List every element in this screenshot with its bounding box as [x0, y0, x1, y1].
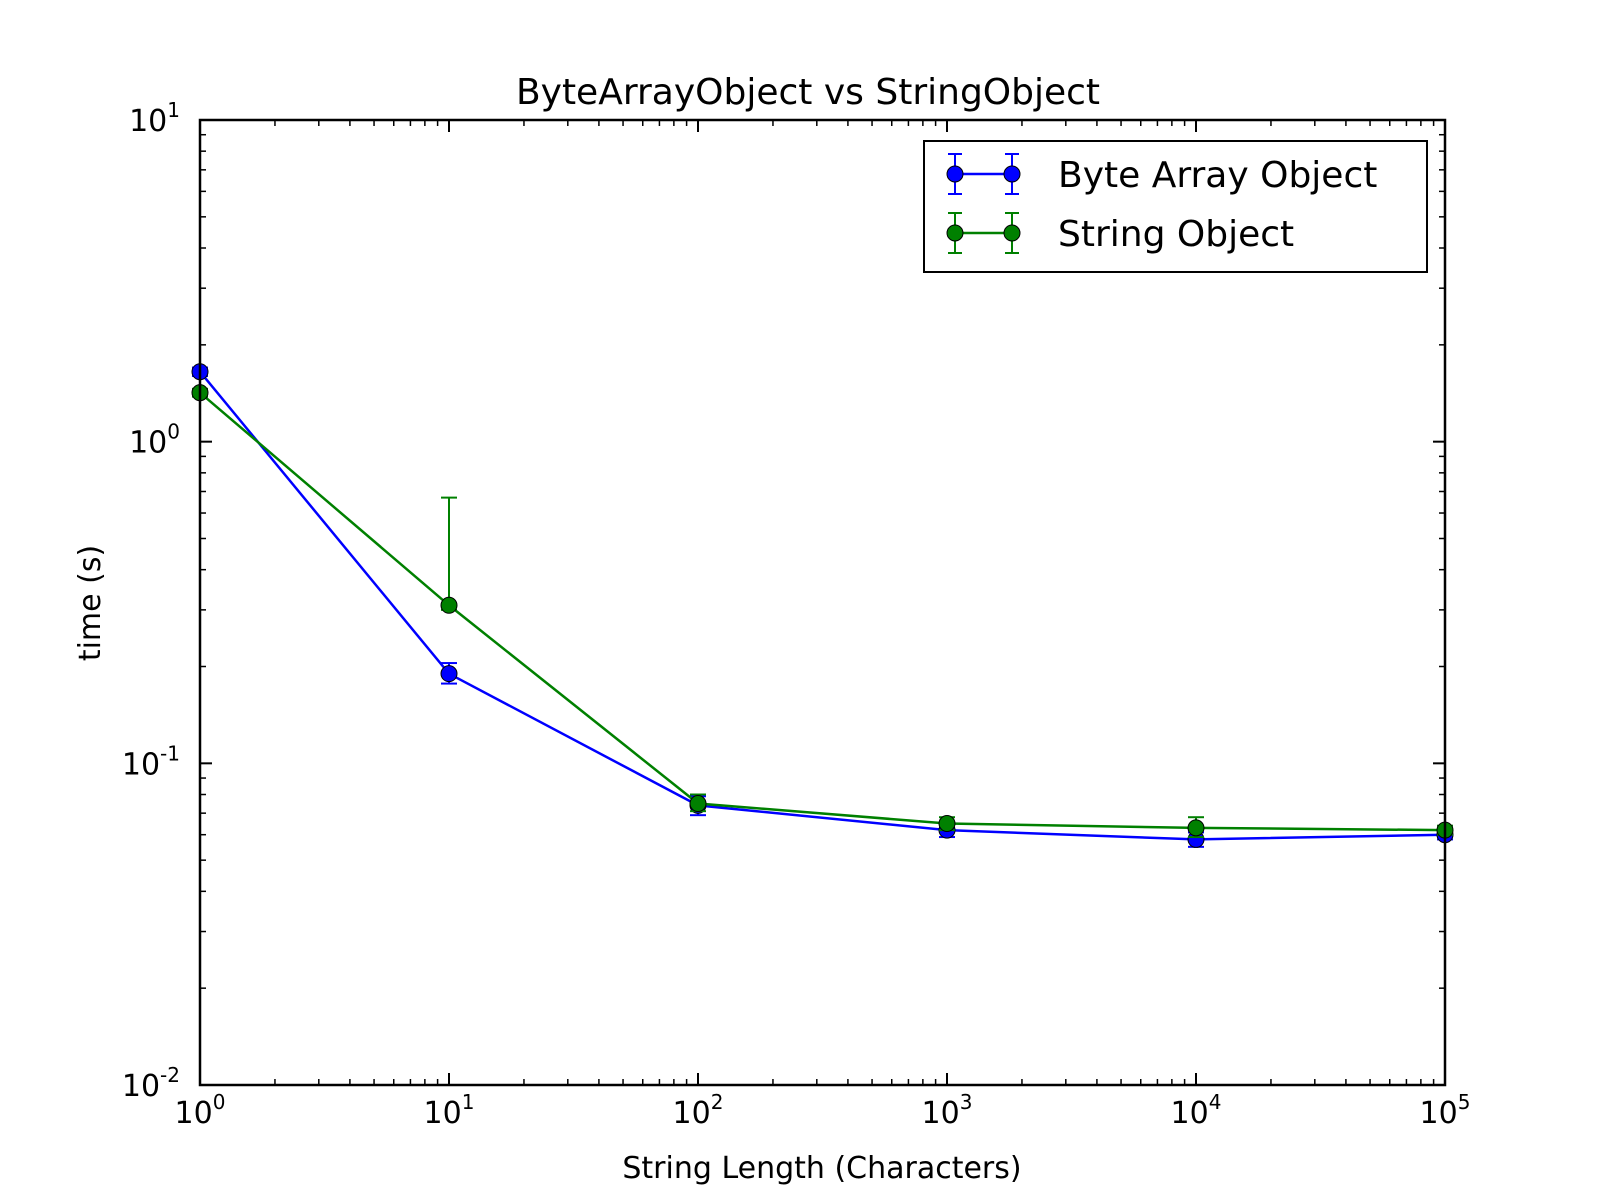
series-1: [191, 363, 1454, 848]
y-tick-labels: 10-2 10-1 100 101: [122, 98, 180, 1104]
plot-frame: [198, 118, 1447, 1087]
x-tick-label: 102: [673, 1090, 724, 1131]
data-point: [689, 795, 707, 813]
legend-marker: [1003, 165, 1021, 183]
y-tick-label: 100: [129, 420, 180, 461]
series-2: [191, 384, 1454, 839]
series-line: [199, 370, 1446, 841]
y-tick-label: 10-1: [122, 741, 180, 782]
x-tick-label: 100: [175, 1090, 226, 1131]
legend-label: String Object: [1058, 214, 1294, 255]
x-tick-labels: 100 101 102 103 104 105: [175, 1090, 1471, 1131]
data-point: [440, 596, 458, 614]
data-point: [1187, 819, 1205, 837]
y-axis-label: time (s): [73, 545, 108, 661]
legend-marker: [1003, 224, 1021, 242]
x-tick-label: 101: [424, 1090, 475, 1131]
data-point: [440, 665, 458, 683]
x-tick-label: 104: [1171, 1090, 1222, 1131]
chart-title: ByteArrayObject vs StringObject: [516, 72, 1100, 113]
y-tick-label: 101: [129, 98, 180, 139]
x-tick-label: 103: [922, 1090, 973, 1131]
x-tick-label: 105: [1420, 1090, 1471, 1131]
legend-marker: [946, 224, 964, 242]
legend-marker: [946, 165, 964, 183]
legend-label: Byte Array Object: [1058, 155, 1377, 196]
legend-item-2: String Object: [946, 212, 1294, 255]
legend: Byte Array Object String Object: [923, 140, 1428, 273]
series-layer: [191, 363, 1454, 848]
legend-frame: [923, 140, 1428, 273]
x-axis-label: String Length (Characters): [622, 1151, 1021, 1186]
data-point: [938, 815, 956, 833]
series-line: [199, 391, 1446, 832]
y-tick-label: 10-2: [122, 1063, 180, 1104]
legend-item-1: Byte Array Object: [946, 153, 1377, 196]
